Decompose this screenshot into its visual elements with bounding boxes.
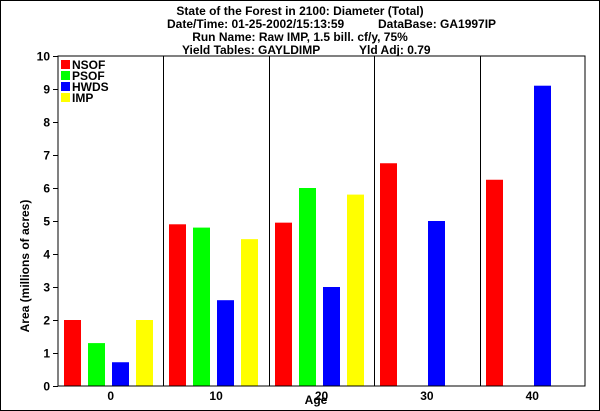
x-tick-label: 10 (209, 389, 223, 403)
database-label: DataBase: GA1997IP (378, 17, 497, 31)
legend-label-nsof: NSOF (72, 58, 105, 72)
y-tick-label: 1 (43, 347, 50, 361)
y-tick-label: 6 (43, 182, 50, 196)
x-tick-label: 40 (526, 389, 540, 403)
bar-hwds-age-30 (428, 221, 445, 386)
y-tick-label: 5 (43, 215, 50, 229)
chart-title: State of the Forest in 2100: Diameter (T… (176, 4, 424, 18)
bar-imp-age-10 (241, 239, 258, 386)
bar-nsof-age-0 (64, 320, 81, 386)
bar-nsof-age-30 (380, 163, 397, 386)
y-tick-label: 2 (43, 314, 50, 328)
grid-lines (163, 56, 481, 386)
y-tick-label: 7 (43, 149, 50, 163)
x-tick-label: 20 (315, 389, 329, 403)
bar-nsof-age-10 (169, 224, 186, 386)
legend-swatch-psof (61, 71, 70, 80)
bars (64, 85, 551, 386)
legend-swatch-nsof (61, 60, 70, 69)
y-tick-label: 9 (43, 83, 50, 97)
legend-label-psof: PSOF (72, 69, 105, 83)
bar-hwds-age-20 (323, 287, 340, 386)
yield-adjust-label: Yld Adj: 0.79 (359, 43, 431, 57)
bar-psof-age-0 (88, 343, 105, 386)
bar-imp-age-20 (347, 194, 364, 386)
legend-swatch-imp (61, 93, 70, 102)
y-tick-label: 4 (43, 248, 50, 262)
y-tick-label: 8 (43, 116, 50, 130)
x-tick-label: 30 (420, 389, 434, 403)
bar-psof-age-10 (193, 227, 210, 386)
run-name-label: Run Name: Raw IMP, 1.5 bill. cf/y, 75% (192, 30, 408, 44)
bar-hwds-age-40 (534, 85, 551, 386)
bar-psof-age-20 (299, 188, 316, 386)
bar-imp-age-0 (136, 320, 153, 386)
y-tick-label: 10 (37, 50, 51, 64)
y-tick-label: 0 (43, 380, 50, 394)
x-axis: 0 10 20 30 40 (107, 389, 539, 403)
bar-nsof-age-40 (486, 179, 503, 386)
y-axis: 0 1 2 3 4 5 6 7 8 9 10 (37, 50, 58, 394)
yield-tables-label: Yield Tables: GAYLDIMP (182, 43, 321, 57)
legend-label-hwds: HWDS (72, 80, 109, 94)
y-axis-label: Area (millions of acres) (18, 200, 32, 333)
x-tick-label: 0 (107, 389, 114, 403)
bar-hwds-age-10 (217, 300, 234, 386)
legend-swatch-hwds (61, 82, 70, 91)
datetime-label: Date/Time: 01-25-2002/15:13:59 (167, 17, 345, 31)
y-tick-label: 3 (43, 281, 50, 295)
bar-hwds-age-0 (112, 362, 129, 386)
legend-label-imp: IMP (72, 91, 93, 105)
bar-nsof-age-20 (275, 222, 292, 386)
x-axis-label: Age (305, 393, 328, 407)
